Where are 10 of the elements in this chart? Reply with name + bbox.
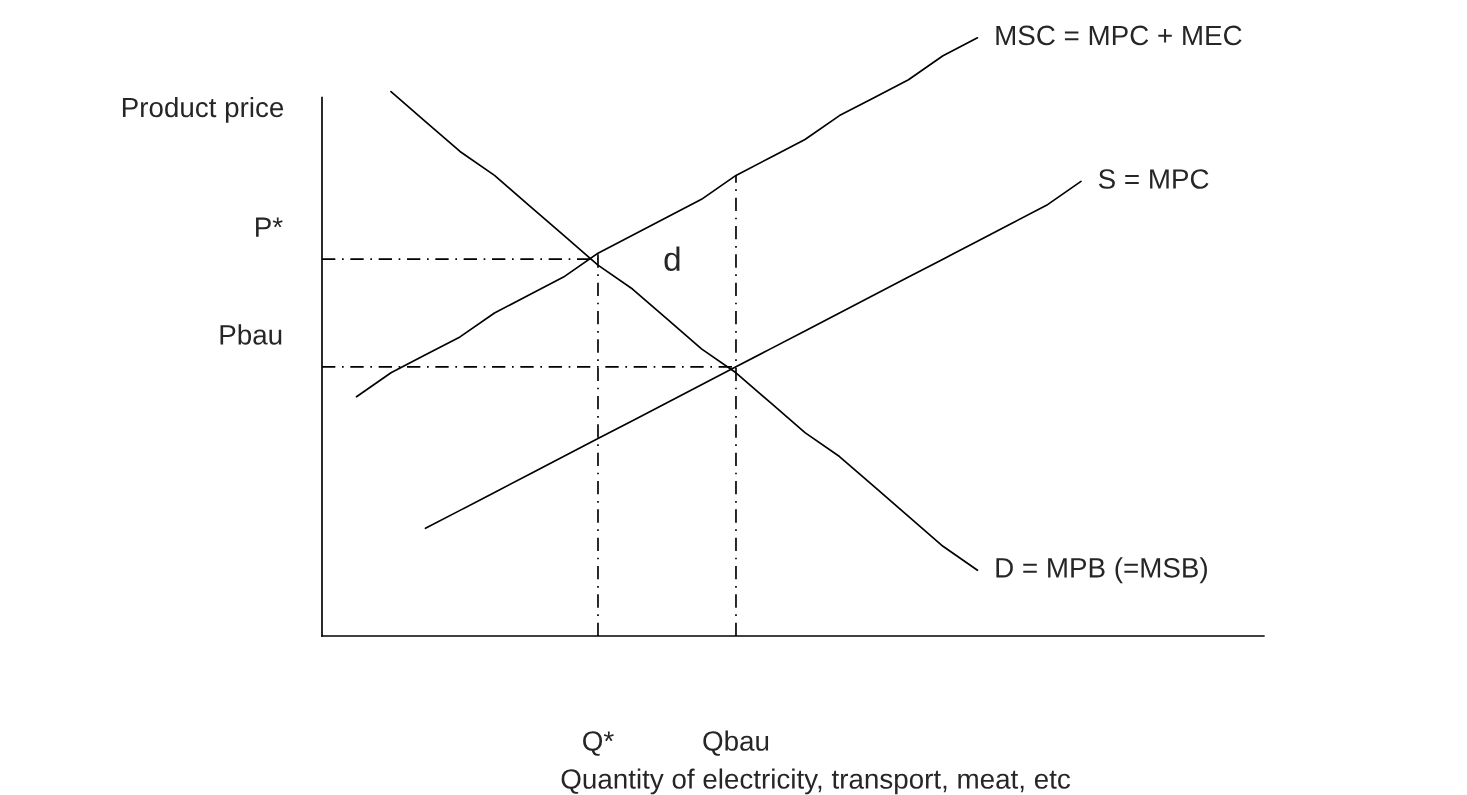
x-tick-label: Q* [583, 731, 614, 756]
ref-line-label: P* [256, 217, 283, 237]
x-tick-label: Qbau [703, 730, 769, 756]
y-axis-title: Product price [122, 96, 284, 123]
annotation: d [664, 246, 680, 271]
series-label: D = MPB (=MSB) [996, 557, 1207, 584]
ref-line-label: Pbau [220, 324, 282, 345]
series-label: MSC = MPC + MEC [996, 25, 1242, 46]
series-label: S = MPC [1098, 169, 1209, 189]
x-axis-title: Quantity of electricity, transport, meat, etc [561, 768, 1071, 795]
